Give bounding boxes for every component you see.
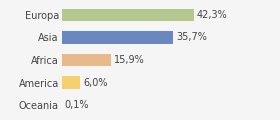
- Bar: [62, 54, 111, 66]
- Bar: [62, 9, 194, 21]
- Bar: [62, 76, 80, 89]
- Bar: [62, 31, 173, 44]
- Text: 0,1%: 0,1%: [64, 100, 89, 110]
- Text: 42,3%: 42,3%: [197, 10, 227, 20]
- Text: 15,9%: 15,9%: [114, 55, 144, 65]
- Text: 35,7%: 35,7%: [176, 32, 207, 42]
- Text: 6,0%: 6,0%: [83, 78, 107, 88]
